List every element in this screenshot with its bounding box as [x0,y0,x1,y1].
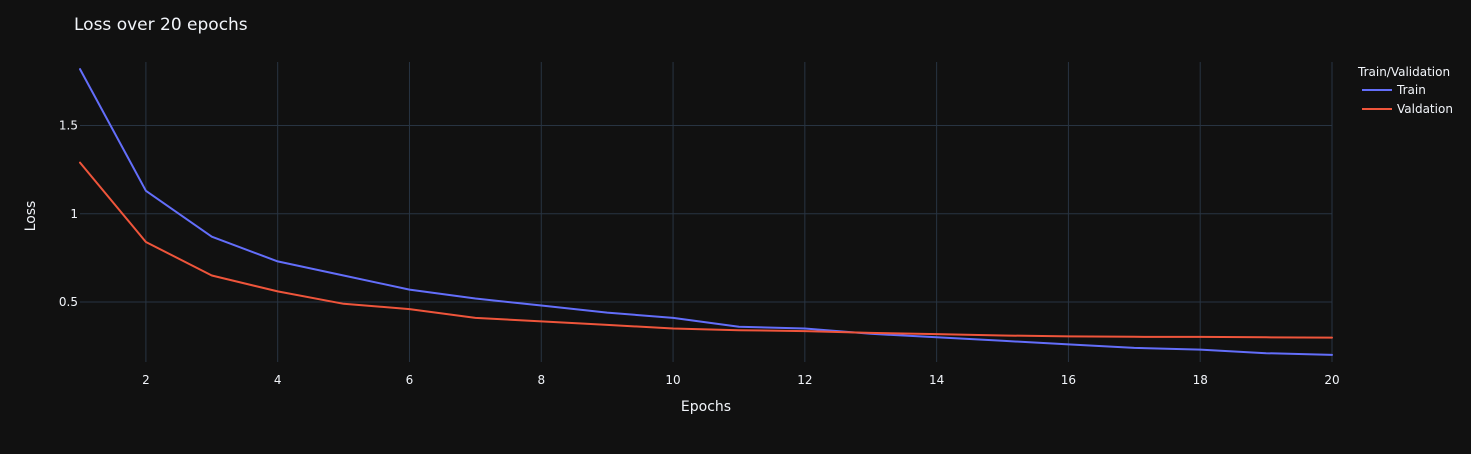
x-tick-label: 18 [1193,373,1208,387]
legend-items: Train Valdation [1362,83,1453,116]
x-tick-label: 10 [665,373,680,387]
x-tick-label: 8 [537,373,545,387]
x-tick-label: 4 [274,373,282,387]
x-tick-label: 2 [142,373,150,387]
y-tick-label: 1 [70,207,78,221]
legend-label: Valdation [1397,102,1453,116]
x-axis-title: Epochs [681,399,731,415]
x-tick-label: 20 [1324,373,1339,387]
series-line-valdation [79,161,1333,339]
x-tick-label: 14 [929,373,944,387]
legend-item-train[interactable]: Train [1362,83,1426,97]
x-tick-label: 6 [406,373,414,387]
series-line-train [79,68,1333,356]
series-lines [79,68,1333,356]
chart-title: Loss over 20 epochs [74,15,248,35]
axis-ticks: 2 4 6 8 10 12 14 16 18 20 0.5 1 1.5 [59,119,1340,387]
y-tick-label: 1.5 [59,119,78,133]
legend-label: Train [1396,83,1426,97]
y-axis-title: Loss [23,201,39,232]
x-tick-label: 12 [797,373,812,387]
x-tick-label: 16 [1061,373,1076,387]
y-tick-label: 0.5 [59,295,78,309]
grid-lines [80,62,1333,362]
legend-item-valdation[interactable]: Valdation [1362,102,1453,116]
legend-title: Train/Validation [1357,65,1450,79]
legend: Train/Validation Train Valdation [1357,65,1453,116]
